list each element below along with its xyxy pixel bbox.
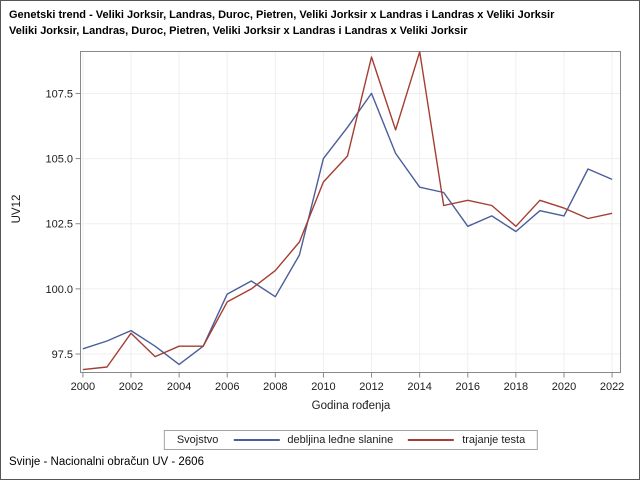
- legend-item-trajanje-testa: trajanje testa: [408, 434, 525, 446]
- footnote: Svinje - Nacionalni obračun UV - 2606: [9, 456, 204, 468]
- y-tick-label: 100.0: [45, 284, 73, 296]
- series-line-0: [82, 92, 613, 366]
- x-tick-label: 2010: [311, 381, 335, 393]
- x-axis-title: Godina rođenja: [311, 400, 391, 412]
- chart-title-line1: Genetski trend - Veliki Jorksir, Landras…: [9, 9, 555, 21]
- y-tick-label: 102.5: [45, 219, 73, 231]
- x-tick-label: 2014: [407, 381, 431, 393]
- x-tick-label: 2008: [263, 381, 287, 393]
- legend-item-label: debljina leđne slanine: [287, 434, 394, 446]
- legend-line-sample-red: [408, 439, 455, 441]
- legend-item-debljina-ledne-slanine: debljina leđne slanine: [233, 434, 393, 446]
- chart-title: Genetski trend - Veliki Jorksir, Landras…: [9, 7, 554, 39]
- x-tick-label: 2004: [167, 381, 191, 393]
- y-tick-label: 107.5: [45, 88, 73, 100]
- x-tick-label: 2020: [552, 381, 576, 393]
- series-line-1: [82, 51, 613, 371]
- x-tick-label: 2006: [215, 381, 239, 393]
- x-tick-label: 2016: [456, 381, 480, 393]
- x-tick-label: 2002: [119, 381, 143, 393]
- legend-item-label: trajanje testa: [462, 434, 526, 446]
- x-tick-label: 2018: [504, 381, 528, 393]
- legend-line-sample-blue: [233, 439, 280, 441]
- y-tick-label: 97.5: [52, 349, 73, 361]
- y-tick-label: 105.0: [45, 154, 73, 166]
- x-tick-label: 2022: [600, 381, 624, 393]
- legend: Svojstvo debljina leđne slanine trajanje…: [163, 430, 539, 450]
- y-axis-title: UV12: [11, 194, 23, 224]
- legend-title: Svojstvo: [176, 434, 219, 446]
- plot-frame: [80, 51, 621, 373]
- chart-title-line2: Veliki Jorksir, Landras, Duroc, Pietren,…: [9, 25, 468, 37]
- x-tick-label: 2012: [359, 381, 383, 393]
- x-tick-label: 2000: [71, 381, 95, 393]
